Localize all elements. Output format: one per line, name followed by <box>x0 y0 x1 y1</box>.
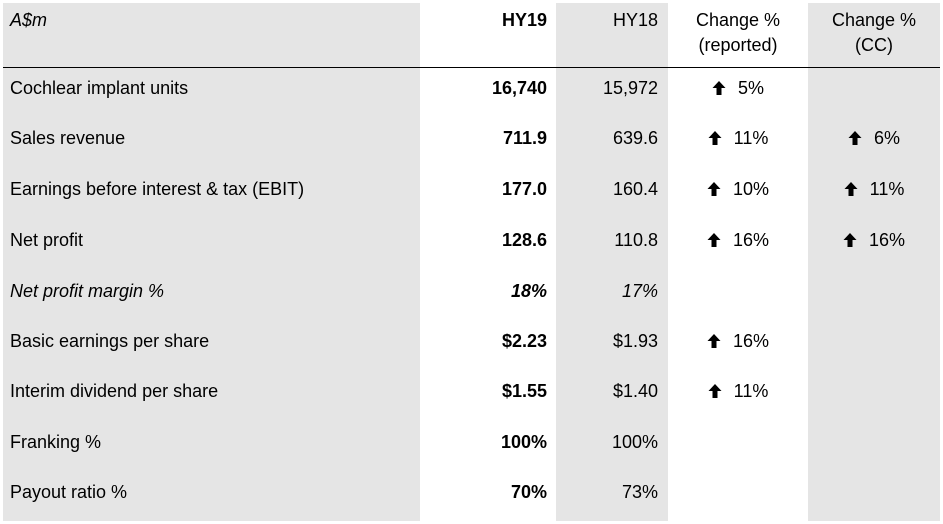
row-label: Cochlear implant units <box>10 78 189 98</box>
change-reported-value: 16% <box>732 230 770 250</box>
up-arrow-icon <box>708 131 722 145</box>
change-reported-value: 10% <box>732 179 770 199</box>
hy18-value: 110.8 <box>614 230 658 250</box>
change-cc: 6% <box>808 126 940 150</box>
up-arrow-icon <box>844 182 858 196</box>
up-arrow-icon <box>707 334 721 348</box>
up-arrow-icon <box>712 81 726 95</box>
hy18-value: 100% <box>611 432 658 452</box>
row-label: Payout ratio % <box>10 482 128 502</box>
hy19-value: $2.23 <box>501 331 547 351</box>
change-cc: 11% <box>808 177 940 201</box>
hy19-value: 100% <box>500 432 547 452</box>
hy19-value: 70% <box>510 482 547 502</box>
header-change-cc-line1: Change % <box>831 10 917 30</box>
change-cc-column-shading <box>808 3 940 521</box>
row-label: Earnings before interest & tax (EBIT) <box>10 179 305 199</box>
header-hy18: HY18 <box>612 10 658 30</box>
up-arrow-icon <box>848 131 862 145</box>
change-cc: 16% <box>808 228 940 252</box>
up-arrow-icon <box>708 384 722 398</box>
change-reported: 5% <box>668 76 808 100</box>
row-label: Basic earnings per share <box>10 331 210 351</box>
header-change-cc-line2: (CC) <box>855 35 893 55</box>
hy19-value: 128.6 <box>501 230 547 250</box>
header-change-reported-line2: (reported) <box>698 35 778 55</box>
header-hy19: HY19 <box>501 10 547 30</box>
change-reported-value: 11% <box>733 381 769 401</box>
hy18-value: $1.40 <box>612 381 658 401</box>
row-label: Net profit margin % <box>10 281 165 301</box>
up-arrow-icon <box>707 182 721 196</box>
change-reported: 16% <box>668 329 808 353</box>
change-cc-value: 6% <box>873 128 900 148</box>
hy18-value: 15,972 <box>602 78 658 98</box>
hy18-value: 17% <box>621 281 658 301</box>
hy18-value: 73% <box>621 482 658 502</box>
change-reported-value: 11% <box>733 128 769 148</box>
hy18-value: 160.4 <box>612 179 658 199</box>
change-cc-value: 16% <box>868 230 906 250</box>
header-change-reported: Change % (reported) <box>668 8 808 58</box>
row-label: Interim dividend per share <box>10 381 219 401</box>
header-label: A$m <box>10 10 48 30</box>
hy19-value: 18% <box>510 281 547 301</box>
header-change-cc: Change % (CC) <box>808 8 940 58</box>
change-reported: 16% <box>668 228 808 252</box>
hy19-value: 177.0 <box>501 179 547 199</box>
up-arrow-icon <box>843 233 857 247</box>
change-reported: 11% <box>668 379 808 403</box>
up-arrow-icon <box>707 233 721 247</box>
change-reported-value: 16% <box>732 331 770 351</box>
hy19-value: 16,740 <box>491 78 547 98</box>
change-reported-value: 5% <box>737 78 764 98</box>
row-label: Sales revenue <box>10 128 126 148</box>
hy19-value: 711.9 <box>502 128 547 148</box>
hy18-value: $1.93 <box>612 331 658 351</box>
hy18-column-shading <box>556 3 668 521</box>
change-reported: 10% <box>668 177 808 201</box>
hy18-value: 639.6 <box>612 128 658 148</box>
hy19-value: $1.55 <box>501 381 547 401</box>
change-cc-value: 11% <box>869 179 905 199</box>
row-label: Net profit <box>10 230 84 250</box>
header-divider <box>3 67 940 68</box>
header-change-reported-line1: Change % <box>695 10 781 30</box>
label-column-shading <box>3 3 420 521</box>
row-label: Franking % <box>10 432 102 452</box>
change-reported: 11% <box>668 126 808 150</box>
